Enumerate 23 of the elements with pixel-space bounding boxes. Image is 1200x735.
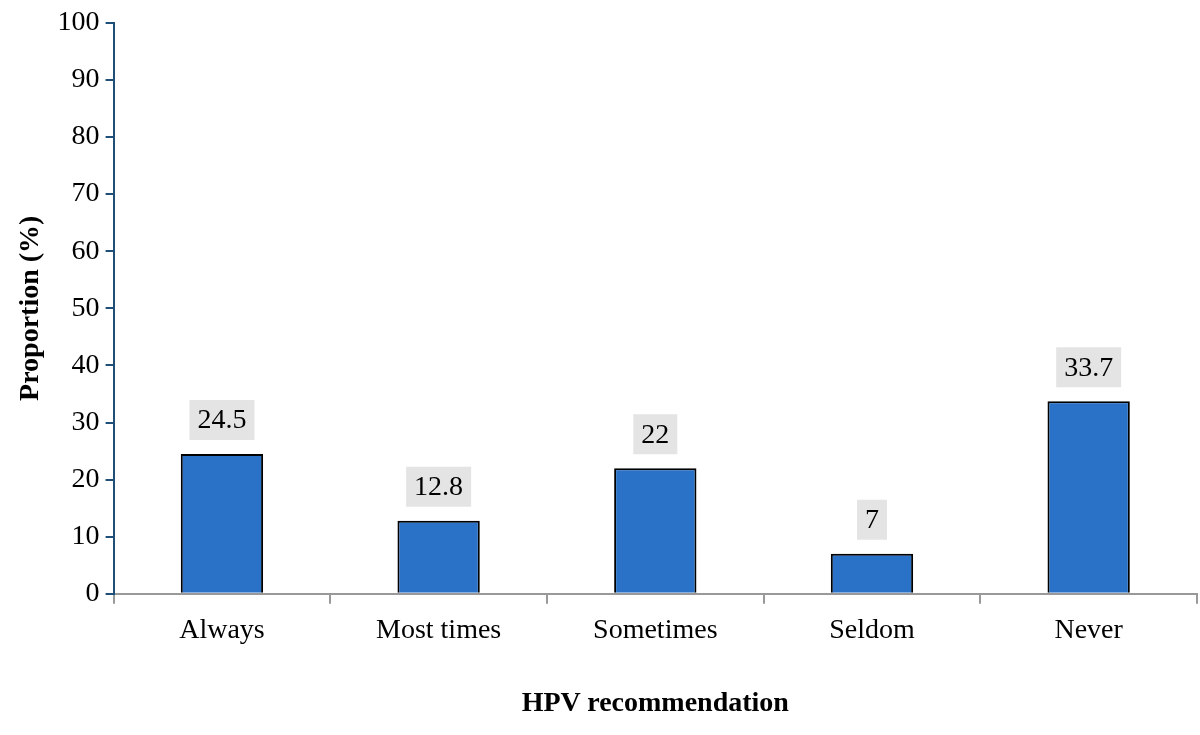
data-label: 12.8	[414, 470, 464, 502]
y-tick-label: 80	[71, 119, 100, 151]
data-label: 7	[864, 503, 879, 535]
y-tick-label: 60	[71, 233, 100, 265]
y-tick-label: 30	[71, 404, 100, 436]
y-tick-label: 90	[71, 62, 100, 94]
x-tick-label: Never	[1054, 612, 1124, 644]
y-tick-label: 100	[57, 5, 100, 37]
x-axis-title: HPV recommendation	[521, 686, 790, 718]
y-axis-title: Proportion (%)	[13, 215, 45, 401]
y-tick-label: 50	[71, 290, 100, 322]
x-tick-label: Always	[179, 612, 265, 644]
data-label: 22	[641, 417, 670, 449]
x-tick-label: Seldom	[829, 612, 915, 644]
x-tick-label: Sometimes	[593, 612, 718, 644]
y-tick-label: 40	[71, 347, 100, 379]
y-tick-label: 0	[85, 576, 100, 608]
y-tick-label: 70	[71, 176, 100, 208]
y-tick-label: 10	[71, 519, 100, 551]
data-label: 33.7	[1064, 350, 1114, 382]
y-tick-label: 20	[71, 461, 100, 493]
data-label: 24.5	[197, 403, 247, 435]
x-tick-label: Most times	[376, 612, 502, 644]
